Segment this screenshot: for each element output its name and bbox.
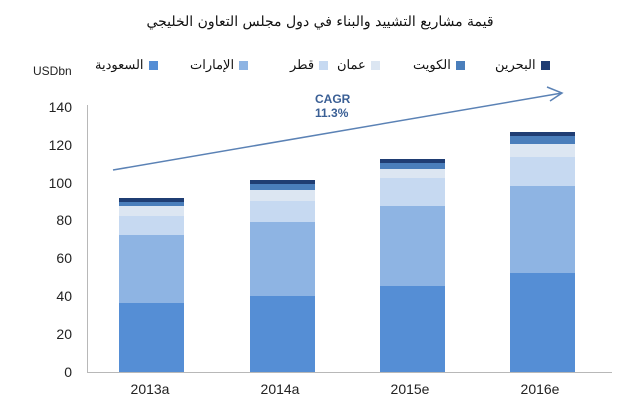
bar-segment: [510, 185, 575, 274]
y-axis-line: [87, 105, 88, 373]
x-tick: 2014a: [260, 381, 300, 397]
bar-segment: [250, 222, 315, 297]
y-tick: 120: [48, 137, 72, 153]
legend-swatch-icon: [239, 61, 249, 70]
legend-item-qatar: قطر: [290, 58, 329, 73]
legend-label: عمان: [337, 58, 366, 73]
bar-segment: [119, 302, 184, 372]
bar-segment: [250, 296, 315, 372]
bar-segment: [119, 198, 184, 203]
bar-segment: [250, 190, 315, 202]
bar-segment: [510, 131, 575, 137]
y-tick: 60: [56, 250, 72, 266]
legend-item-uae: الإمارات: [190, 58, 249, 73]
bar-segment: [380, 158, 445, 163]
bar-2016e: [510, 131, 575, 372]
legend-swatch-icon: [455, 61, 465, 70]
legend-label: قطر: [290, 58, 315, 73]
bar-segment: [250, 183, 315, 191]
bar-segment: [380, 178, 445, 206]
legend-item-bahrain: البحرين: [495, 58, 550, 73]
x-axis-line: [87, 372, 612, 373]
bar-segment: [119, 216, 184, 235]
y-tick: 0: [64, 364, 72, 380]
cagr-label: CAGR: [315, 92, 351, 106]
legend-label: الإمارات: [190, 58, 235, 73]
y-tick: 20: [56, 326, 72, 342]
bar-segment: [119, 234, 184, 303]
bar-segment: [510, 273, 575, 372]
legend-swatch-icon: [148, 61, 158, 70]
bar-segment: [250, 201, 315, 223]
bar-segment: [510, 156, 575, 186]
y-tick: 140: [48, 99, 72, 115]
cagr-annotation: CAGR 11.3%: [315, 92, 350, 120]
bar-segment: [119, 202, 184, 207]
legend: السعودية الإمارات قطر عمان الكويت البحري…: [95, 58, 595, 82]
legend-swatch-icon: [540, 61, 550, 70]
y-tick: 40: [56, 288, 72, 304]
y-tick: 100: [48, 175, 72, 191]
bar-segment: [380, 206, 445, 287]
legend-swatch-icon: [370, 61, 380, 70]
y-tick: 80: [56, 212, 72, 228]
cagr-value: 11.3%: [315, 106, 349, 120]
bar-segment: [250, 180, 315, 184]
bar-segment: [510, 136, 575, 145]
bar-segment: [119, 206, 184, 217]
legend-item-kuwait: الكويت: [413, 58, 465, 73]
bar-segment: [380, 169, 445, 179]
bar-segment: [380, 162, 445, 170]
legend-label: السعودية: [95, 58, 144, 73]
legend-label: البحرين: [495, 58, 536, 73]
legend-item-saudi: السعودية: [95, 58, 158, 73]
bar-2015e: [380, 158, 445, 372]
bar-2013a: [119, 198, 184, 372]
bar-segment: [380, 286, 445, 372]
chart-title: قيمة مشاريع التشييد والبناء في دول مجلس …: [146, 14, 494, 30]
legend-swatch-icon: [319, 61, 329, 70]
legend-label: الكويت: [413, 58, 451, 73]
x-tick: 2016e: [520, 381, 560, 397]
y-axis-unit: USDbn: [33, 64, 72, 78]
legend-item-oman: عمان: [337, 58, 380, 73]
bar-segment: [510, 144, 575, 157]
x-tick: 2013a: [130, 381, 170, 397]
x-tick: 2015e: [390, 381, 430, 397]
bar-2014a: [250, 180, 315, 372]
